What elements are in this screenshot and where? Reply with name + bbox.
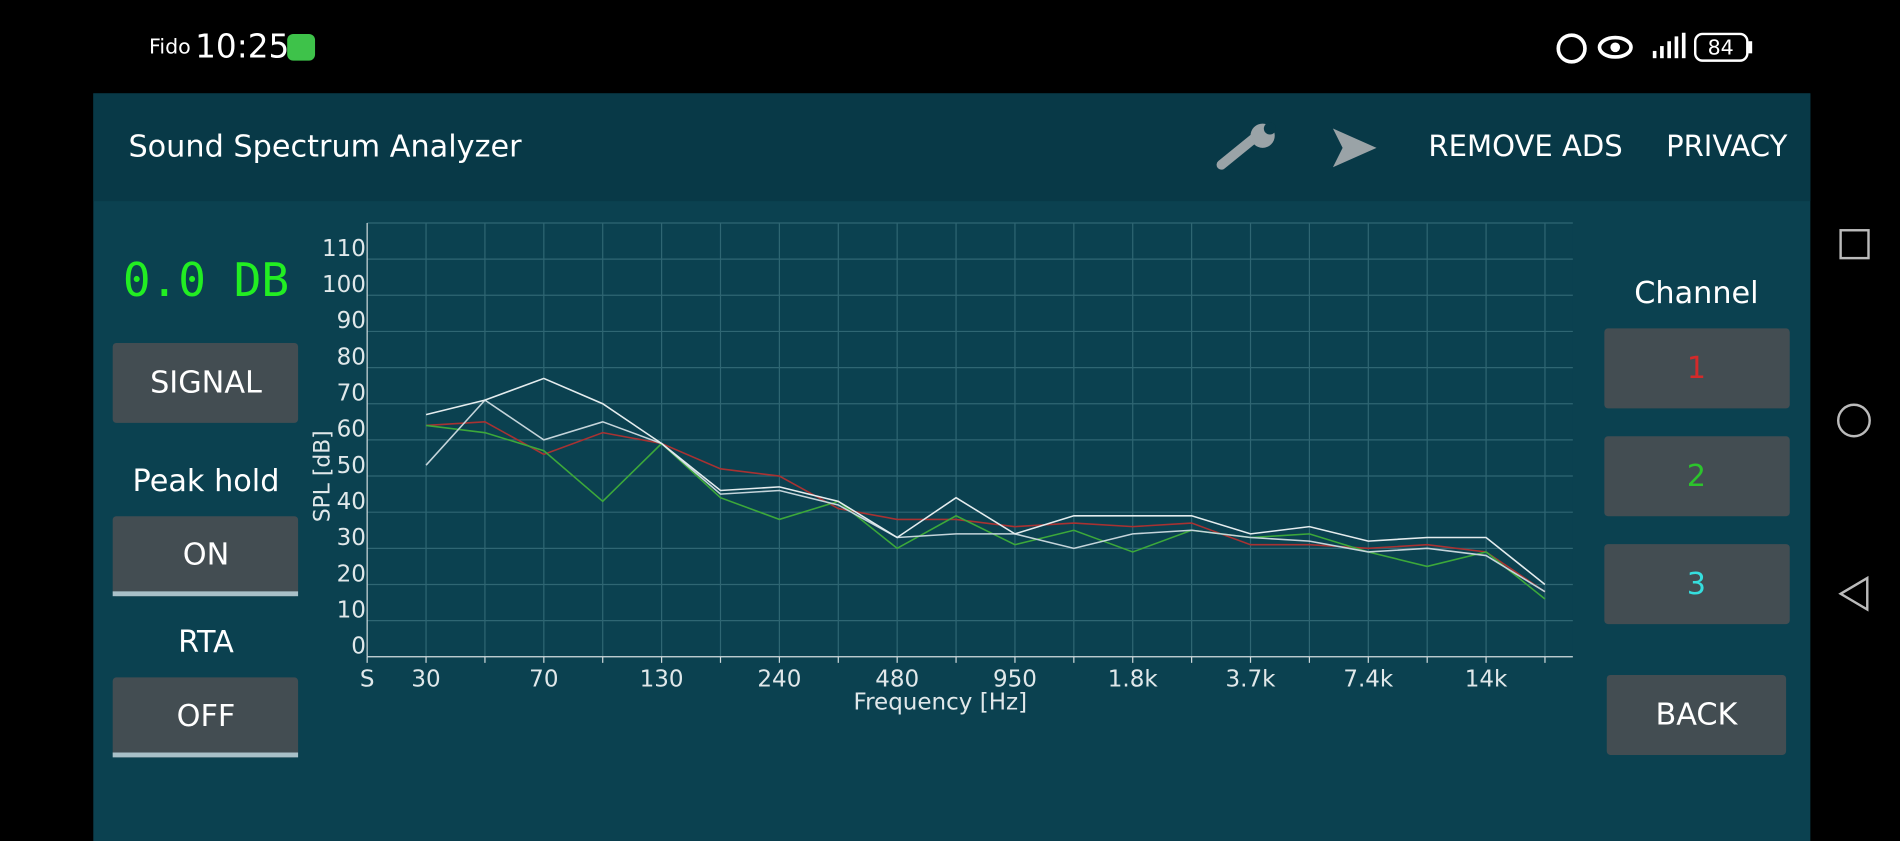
rta-toggle-label: OFF bbox=[177, 699, 236, 734]
y-tick-label: 80 bbox=[337, 344, 366, 370]
remove-ads-button[interactable]: REMOVE ADS bbox=[1428, 129, 1622, 163]
channel-label: Channel bbox=[1634, 276, 1758, 311]
peak-hold-toggle[interactable] bbox=[112, 516, 299, 597]
y-tick-label: 90 bbox=[337, 308, 366, 334]
share-button[interactable] bbox=[1332, 128, 1377, 168]
series-line bbox=[425, 377, 1546, 586]
y-tick-label: 110 bbox=[322, 236, 366, 262]
signal-icon bbox=[1652, 32, 1686, 59]
x-tick-label: 3.7k bbox=[1226, 666, 1277, 692]
series-line bbox=[425, 399, 1546, 593]
x-tick-label: 1.8k bbox=[1108, 666, 1159, 692]
channel-button[interactable] bbox=[1604, 544, 1790, 625]
peak-hold-toggle-label: ON bbox=[183, 538, 230, 573]
y-tick-label: 40 bbox=[337, 489, 366, 515]
signal-button-label: SIGNAL bbox=[150, 366, 262, 401]
y-tick-label: 0 bbox=[351, 634, 366, 660]
y-tick-label: 70 bbox=[337, 381, 366, 407]
x-tick-label: 240 bbox=[757, 666, 801, 692]
y-tick-label: 20 bbox=[337, 561, 366, 587]
back-button-label: BACK bbox=[1655, 698, 1738, 733]
x-tick-label: 7.4k bbox=[1343, 666, 1394, 692]
peak-hold-label: Peak hold bbox=[133, 464, 280, 499]
x-tick-label: 480 bbox=[875, 666, 919, 692]
rta-toggle[interactable] bbox=[112, 677, 299, 758]
app-title: Sound Spectrum Analyzer bbox=[128, 129, 522, 164]
series-line bbox=[425, 424, 1546, 600]
x-tick-label: 70 bbox=[529, 666, 558, 692]
channel-button-label: 1 bbox=[1687, 351, 1706, 386]
x-tick-label: 14k bbox=[1465, 666, 1508, 692]
x-tick-label: S bbox=[360, 666, 375, 692]
battery-icon bbox=[1694, 32, 1749, 62]
x-tick-label: 130 bbox=[640, 666, 684, 692]
x-tick-label: 950 bbox=[993, 666, 1037, 692]
signal-button[interactable] bbox=[112, 342, 299, 423]
y-axis-title: SPL [dB] bbox=[311, 430, 336, 522]
y-tick-label: 60 bbox=[337, 417, 366, 443]
channel-button[interactable] bbox=[1604, 436, 1790, 517]
spectrum-chart: 0 10 20 30 40 50 60 70 80 90 100 110 S 30 70 130 240 480 9… bbox=[322, 222, 1573, 692]
privacy-button[interactable]: PRIVACY bbox=[1666, 129, 1788, 163]
y-tick-label: 100 bbox=[322, 272, 366, 298]
x-axis-title: Frequency [Hz] bbox=[854, 689, 1028, 715]
series-line bbox=[425, 421, 1546, 593]
carrier: Fido bbox=[149, 34, 191, 58]
data-saver-icon bbox=[1556, 33, 1587, 64]
back-button[interactable] bbox=[1606, 674, 1787, 755]
eye-icon bbox=[1597, 35, 1633, 59]
level-readout: 0.0 DB bbox=[123, 253, 289, 307]
battery-icon bbox=[1748, 41, 1753, 54]
home-button[interactable] bbox=[1836, 403, 1871, 438]
clock: 10:25 bbox=[195, 27, 289, 65]
back-nav-button[interactable] bbox=[1838, 575, 1869, 612]
y-tick-label: 10 bbox=[337, 597, 366, 623]
battery-level: 84 bbox=[1708, 35, 1734, 59]
eye-icon bbox=[1610, 42, 1621, 53]
rta-label: RTA bbox=[178, 625, 234, 660]
y-tick-label: 30 bbox=[337, 525, 366, 551]
channel-button-label: 3 bbox=[1687, 567, 1706, 602]
recents-button[interactable] bbox=[1839, 229, 1870, 260]
toggle-indicator bbox=[112, 591, 299, 597]
app-bar bbox=[93, 93, 1811, 202]
channel-buttons: 1 2 3 bbox=[1604, 328, 1790, 625]
toggle-indicator bbox=[112, 752, 299, 758]
channel-button[interactable] bbox=[1604, 328, 1790, 409]
x-tick-label: 30 bbox=[411, 666, 440, 692]
y-tick-label: 50 bbox=[337, 453, 366, 479]
channel-button-label: 2 bbox=[1687, 459, 1706, 494]
settings-button[interactable] bbox=[1216, 122, 1276, 170]
app-icon bbox=[287, 33, 316, 61]
